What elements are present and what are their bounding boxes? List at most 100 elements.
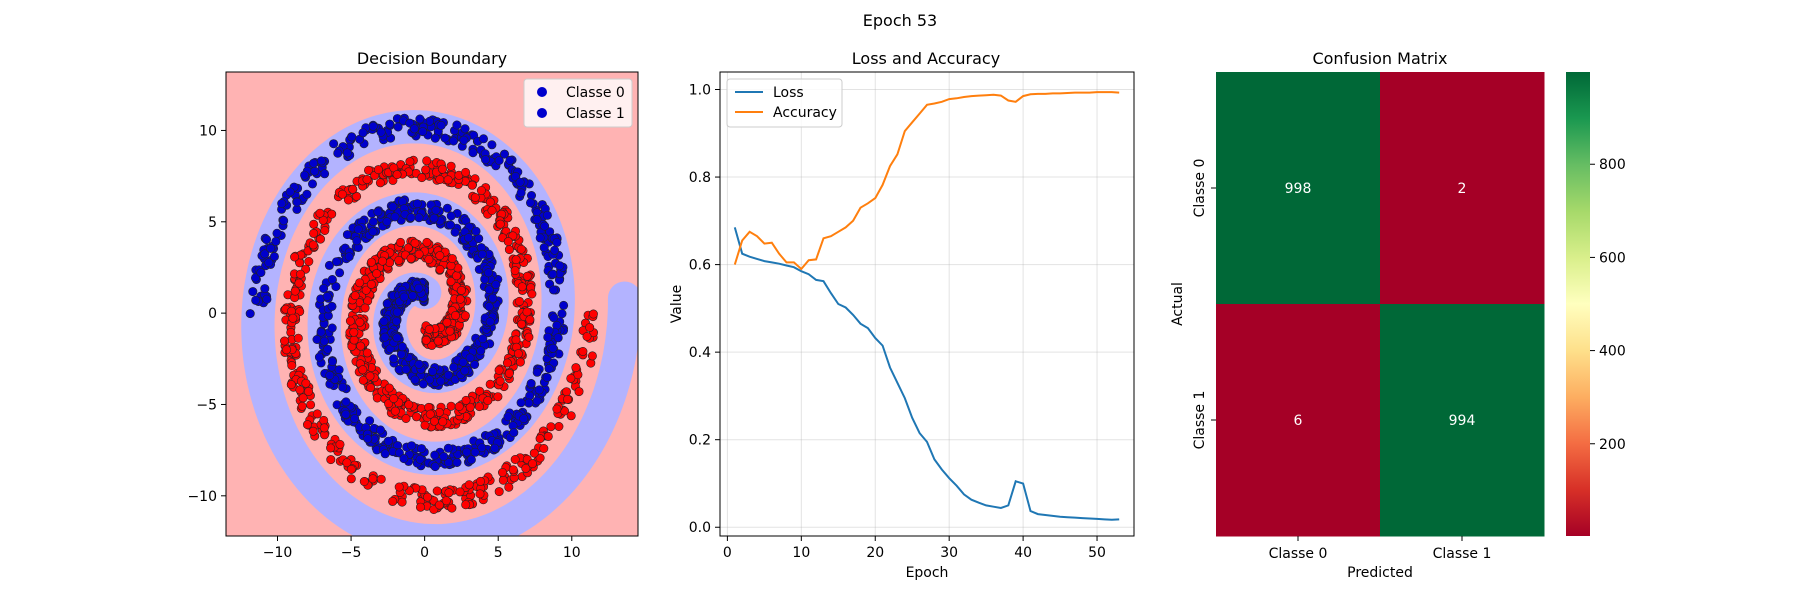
scatter-point [392, 333, 402, 343]
scatter-point [397, 497, 407, 507]
scatter-point [373, 165, 383, 175]
scatter-point [429, 213, 439, 223]
scatter-point [355, 278, 365, 288]
scatter-point [517, 282, 527, 292]
scatter-point [326, 443, 336, 453]
scatter-point [388, 202, 398, 212]
scatter-point [548, 285, 558, 295]
scatter-point [521, 463, 531, 473]
confusion-matrix-xlabel: Predicted [1347, 565, 1413, 581]
scatter-point [414, 213, 424, 223]
scatter-point [352, 236, 362, 246]
scatter-point [420, 420, 430, 430]
scatter-point [493, 392, 503, 402]
confusion-cell-value: 2 [1458, 181, 1467, 197]
scatter-point [535, 434, 545, 444]
scatter-point [295, 385, 305, 395]
loss-accuracy-y-ticks: 0.0 0.2 0.4 0.6 0.8 1.0 [689, 83, 720, 536]
scatter-point [462, 447, 472, 457]
scatter-point [566, 373, 576, 383]
scatter-point [399, 292, 409, 302]
scatter-point [460, 311, 470, 321]
loss-accuracy-frame [719, 71, 1135, 537]
scatter-point [460, 124, 470, 134]
scatter-point [417, 173, 427, 183]
scatter-point [524, 332, 534, 342]
scatter-point [443, 443, 453, 453]
scatter-point [532, 367, 542, 377]
scatter-point [504, 245, 514, 255]
scatter-point [286, 380, 296, 390]
cm-ytick-class1: Classe 1 [1192, 391, 1208, 450]
scatter-point [435, 264, 445, 274]
scatter-point [300, 170, 310, 180]
scatter-point [516, 188, 526, 198]
loss-accuracy-panel: Loss and Accuracy 0 10 20 30 40 50 0.00.20.40… [669, 49, 1135, 581]
scatter-point [395, 237, 405, 247]
scatter-point [358, 365, 368, 375]
scatter-point [346, 464, 356, 474]
scatter-point [516, 244, 526, 254]
scatter-point [262, 294, 272, 304]
scatter-point [464, 480, 474, 490]
scatter-point [327, 301, 337, 311]
scatter-point [466, 455, 476, 465]
confusion-cell [1380, 304, 1545, 537]
scatter-point [424, 255, 434, 265]
confusion-cell-value: 6 [1294, 413, 1303, 429]
scatter-point [372, 269, 382, 279]
x-tick-label: −5 [341, 545, 362, 561]
scatter-point [363, 434, 373, 444]
scatter-point [433, 336, 443, 346]
scatter-point [511, 255, 521, 265]
scatter-point [368, 227, 378, 237]
scatter-point [412, 199, 422, 209]
scatter-point [585, 322, 595, 332]
scatter-point [566, 411, 576, 421]
scatter-point [449, 362, 459, 372]
scatter-point [391, 316, 401, 326]
scatter-point [342, 458, 352, 468]
scatter-point [341, 397, 351, 407]
scatter-point [266, 243, 276, 253]
loss-accuracy-title: Loss and Accuracy [852, 49, 1000, 68]
scatter-point [494, 487, 504, 497]
scatter-point [513, 349, 523, 359]
scatter-point [327, 323, 337, 333]
scatter-point [476, 186, 486, 196]
scatter-point [422, 237, 432, 247]
scatter-point [548, 269, 558, 279]
scatter-point [529, 448, 539, 458]
scatter-point [421, 165, 431, 175]
scatter-point [415, 114, 425, 124]
scatter-point [468, 148, 478, 158]
x-tick-label: 50 [1088, 545, 1106, 561]
scatter-point [535, 233, 545, 243]
class0-points [245, 113, 569, 472]
confusion-cell-value: 998 [1285, 181, 1312, 197]
scatter-point [461, 167, 471, 177]
scatter-point [424, 375, 434, 385]
scatter-point [525, 315, 535, 325]
confusion-cell [1216, 72, 1381, 305]
scatter-point [409, 124, 419, 134]
scatter-point [494, 156, 504, 166]
legend-label-accuracy: Accuracy [773, 105, 837, 121]
loss-accuracy-lines [733, 91, 1120, 521]
scatter-point [349, 335, 359, 345]
scatter-point [327, 274, 337, 284]
scatter-point [527, 289, 537, 299]
scatter-point [342, 148, 352, 158]
scatter-point [308, 158, 318, 168]
scatter-point [475, 476, 485, 486]
scatter-point [445, 326, 455, 336]
scatter-point [459, 135, 469, 145]
scatter-point [260, 249, 270, 259]
scatter-point [425, 409, 435, 419]
scatter-point [392, 170, 402, 180]
scatter-point [376, 474, 386, 484]
scatter-point [264, 258, 274, 268]
confusion-matrix-title: Confusion Matrix [1312, 49, 1447, 68]
x-tick-label: 30 [940, 545, 958, 561]
scatter-point [549, 313, 559, 323]
